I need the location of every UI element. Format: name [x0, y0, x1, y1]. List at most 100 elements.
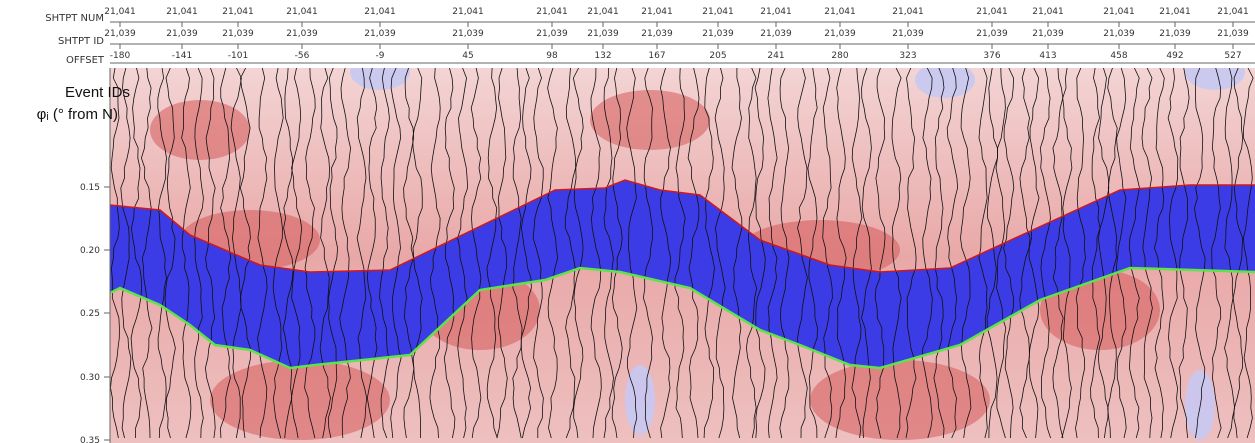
wiggle-trace	[1153, 68, 1165, 439]
wiggle-trace	[120, 68, 132, 439]
red-blob	[810, 360, 990, 440]
wiggle-trace	[603, 68, 614, 439]
shotpoint-id: 21,039	[104, 29, 136, 39]
offset: 132	[594, 51, 611, 61]
blue-blob	[625, 365, 655, 435]
wiggle-trace	[767, 68, 778, 439]
shotpoint-id: 21,039	[1159, 29, 1191, 39]
wiggle-trace	[230, 68, 242, 439]
offset: 205	[709, 51, 726, 61]
shotpoint-num: 21,041	[587, 7, 619, 17]
wiggle-trace	[486, 68, 498, 439]
wiggle-trace	[1039, 68, 1051, 439]
shotpoint-id: 21,039	[1103, 29, 1135, 39]
shotpoint-num: 21,041	[702, 7, 734, 17]
offset: -56	[295, 51, 310, 61]
blue-band	[110, 180, 1255, 368]
wiggle-trace	[181, 68, 192, 439]
wiggle-trace	[590, 68, 602, 439]
wiggle-trace	[110, 68, 120, 439]
wiggle-trace	[572, 68, 584, 439]
wiggle-trace	[1128, 68, 1140, 439]
y-tick-label: 0.15	[80, 183, 100, 193]
wiggle-trace	[204, 68, 216, 439]
wiggle-trace	[1061, 68, 1073, 439]
wiggle-trace	[379, 68, 390, 439]
header-label: SHTPT ID	[58, 36, 104, 47]
overlay-label: Event IDs	[65, 84, 130, 101]
wiggle-trace	[714, 68, 726, 439]
shotpoint-id: 21,039	[641, 29, 673, 39]
wiggle-trace	[547, 68, 559, 439]
wiggle-trace	[319, 68, 331, 439]
shotpoint-num: 21,041	[364, 7, 396, 17]
shotpoint-num: 21,041	[1103, 7, 1135, 17]
wiggle-trace	[626, 68, 638, 439]
header-label: OFFSET	[66, 55, 105, 66]
wiggle-trace	[140, 68, 153, 439]
shotpoint-id: 21,039	[536, 29, 568, 39]
wiggle-trace	[272, 68, 284, 439]
wiggle-trace	[1211, 68, 1222, 439]
wiggle-trace	[520, 68, 532, 439]
wiggle-trace	[512, 68, 523, 439]
wiggle-trace	[1242, 68, 1254, 439]
shotpoint-num: 21,041	[536, 7, 568, 17]
wiggle-trace	[891, 68, 902, 439]
plot-area	[110, 68, 1255, 443]
offset: 241	[767, 51, 784, 61]
shotpoint-id: 21,039	[587, 29, 619, 39]
shotpoint-num: 21,041	[1032, 7, 1064, 17]
wiggle-trace	[921, 68, 933, 439]
wiggle-trace	[933, 68, 945, 439]
wiggle-trace	[157, 68, 167, 439]
shotpoint-num: 21,041	[892, 7, 924, 17]
shotpoint-id: 21,039	[976, 29, 1008, 39]
shotpoint-id: 21,039	[702, 29, 734, 39]
offset: 458	[1110, 51, 1127, 61]
wiggle-trace	[564, 68, 577, 439]
blue-blob	[1185, 68, 1245, 90]
wiggle-trace	[703, 68, 715, 439]
shotpoint-num: 21,041	[222, 7, 254, 17]
wiggle-trace	[1178, 68, 1190, 439]
wiggle-trace	[1107, 68, 1118, 439]
wiggle-trace	[457, 68, 469, 439]
shotpoint-id: 21,039	[1217, 29, 1249, 39]
overlay-label: φᵢ (° from N)	[37, 106, 118, 123]
shotpoint-num: 21,041	[976, 7, 1008, 17]
wiggle-trace	[1115, 68, 1127, 439]
offset: 45	[462, 51, 473, 61]
shotpoint-num: 21,041	[641, 7, 673, 17]
wiggle-trace	[1167, 68, 1179, 439]
shotpoint-num: 21,041	[286, 7, 318, 17]
wiggle-trace	[835, 68, 847, 439]
shotpoint-num: 21,041	[824, 7, 856, 17]
shotpoint-id: 21,039	[824, 29, 856, 39]
wiggle-trace	[257, 68, 268, 439]
shotpoint-num: 21,041	[452, 7, 484, 17]
wiggle-trace	[687, 68, 700, 439]
offset: 527	[1224, 51, 1241, 61]
wiggle-trace	[745, 68, 758, 439]
wiggle-trace	[443, 68, 456, 439]
offset: -9	[376, 51, 385, 61]
wiggle-trace	[327, 68, 339, 439]
wiggle-trace	[403, 68, 415, 439]
y-tick-label: 0.20	[80, 246, 100, 256]
wiggle-trace	[1019, 68, 1031, 439]
offset: 376	[983, 51, 1000, 61]
horizon-bottom	[110, 266, 1255, 370]
wiggle-trace	[366, 68, 378, 439]
wiggle-trace	[905, 68, 917, 439]
wiggle-trace	[779, 68, 790, 439]
y-tick-label: 0.30	[80, 373, 100, 383]
wiggle-trace	[339, 68, 352, 439]
wiggle-trace	[822, 68, 833, 439]
red-blob	[150, 100, 250, 160]
wiggle-trace	[1003, 68, 1015, 439]
offset: 167	[648, 51, 665, 61]
wiggle-trace	[412, 68, 423, 438]
offset: 492	[1166, 51, 1183, 61]
